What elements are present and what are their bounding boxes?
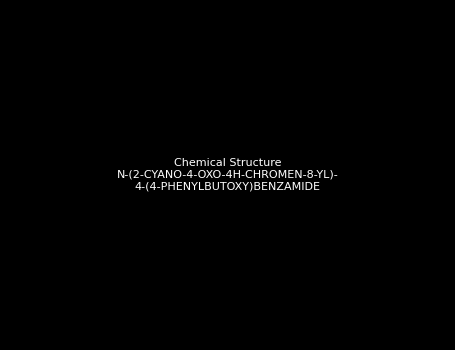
Text: Chemical Structure
N-(2-CYANO-4-OXO-4H-CHROMEN-8-YL)-
4-(4-PHENYLBUTOXY)BENZAMID: Chemical Structure N-(2-CYANO-4-OXO-4H-C… xyxy=(116,159,339,191)
